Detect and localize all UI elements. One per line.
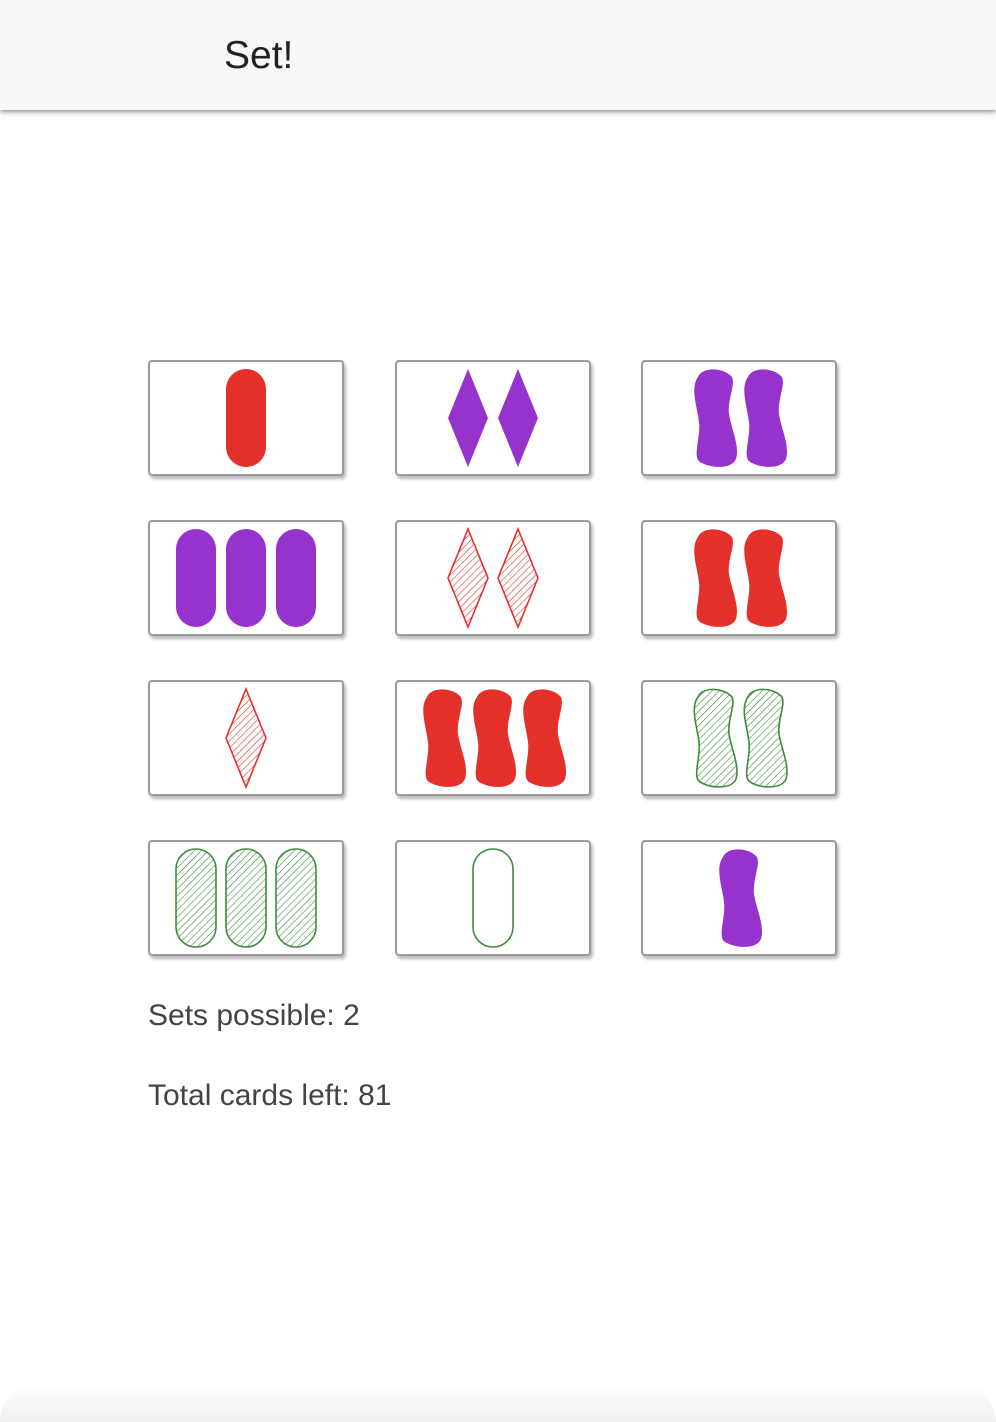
- app-bar: Set!: [0, 0, 996, 110]
- sets-possible-text: Sets possible: 2: [148, 999, 360, 1032]
- card-board: [148, 360, 848, 960]
- card-symbols: [694, 369, 788, 467]
- cards-left-text: Total cards left: 81: [148, 1079, 392, 1112]
- card-symbols: [472, 848, 514, 948]
- set-card[interactable]: [148, 360, 344, 476]
- set-card[interactable]: [641, 520, 837, 636]
- set-card[interactable]: [148, 680, 344, 796]
- green-striped-squiggle-symbol: [743, 688, 788, 788]
- green-striped-oval-symbol: [275, 848, 317, 948]
- green-striped-squiggle-symbol: [693, 688, 738, 788]
- purple-solid-squiggle-symbol: [719, 849, 763, 947]
- purple-solid-oval-symbol: [226, 529, 266, 627]
- green-striped-oval-symbol: [175, 848, 217, 948]
- set-card[interactable]: [641, 840, 837, 956]
- red-solid-squiggle-symbol: [473, 689, 517, 787]
- set-card[interactable]: [641, 360, 837, 476]
- set-card[interactable]: [395, 680, 591, 796]
- set-card[interactable]: [148, 840, 344, 956]
- card-symbols: [448, 369, 538, 467]
- purple-solid-squiggle-symbol: [694, 369, 738, 467]
- card-symbols: [226, 369, 266, 467]
- green-open-oval-symbol: [472, 848, 514, 948]
- green-striped-oval-symbol: [225, 848, 267, 948]
- purple-solid-diamond-symbol: [498, 369, 538, 467]
- card-symbols: [694, 529, 788, 627]
- red-solid-squiggle-symbol: [694, 529, 738, 627]
- red-solid-squiggle-symbol: [523, 689, 567, 787]
- card-symbols: [693, 688, 788, 788]
- card-symbols: [719, 849, 763, 947]
- red-solid-oval-symbol: [226, 369, 266, 467]
- card-symbols: [423, 689, 567, 787]
- purple-solid-squiggle-symbol: [744, 369, 788, 467]
- set-card[interactable]: [641, 680, 837, 796]
- card-symbols: [176, 529, 316, 627]
- set-card[interactable]: [395, 840, 591, 956]
- red-solid-squiggle-symbol: [744, 529, 788, 627]
- red-striped-diamond-symbol: [447, 526, 489, 630]
- purple-solid-diamond-symbol: [448, 369, 488, 467]
- red-striped-diamond-symbol: [497, 526, 539, 630]
- set-card[interactable]: [395, 520, 591, 636]
- set-card[interactable]: [148, 520, 344, 636]
- purple-solid-oval-symbol: [176, 529, 216, 627]
- bottom-edge-shadow: [0, 1382, 996, 1422]
- red-solid-squiggle-symbol: [423, 689, 467, 787]
- card-symbols: [225, 686, 267, 790]
- set-card[interactable]: [395, 360, 591, 476]
- app-title: Set!: [224, 34, 294, 77]
- card-symbols: [447, 526, 539, 630]
- card-symbols: [175, 848, 317, 948]
- purple-solid-oval-symbol: [276, 529, 316, 627]
- red-striped-diamond-symbol: [225, 686, 267, 790]
